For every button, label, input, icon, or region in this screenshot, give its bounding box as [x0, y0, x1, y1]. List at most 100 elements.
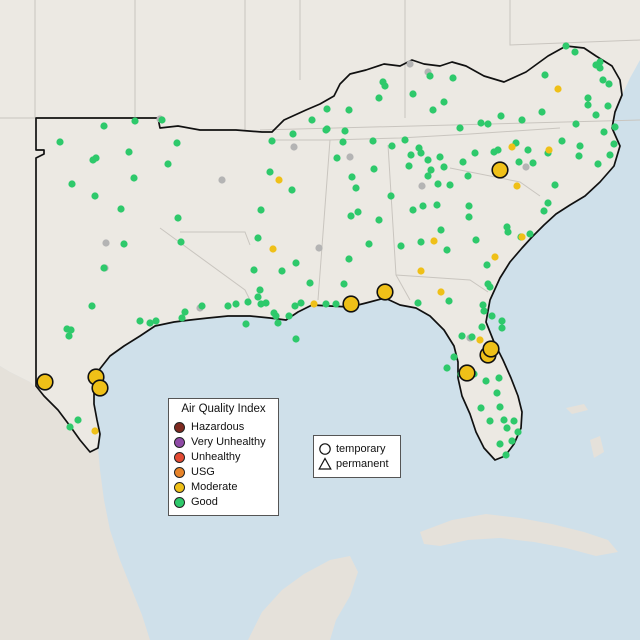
station-good-marker[interactable] — [558, 137, 566, 145]
station-no-data-marker[interactable] — [290, 143, 298, 151]
station-good-marker[interactable] — [440, 163, 448, 171]
station-good-marker[interactable] — [540, 207, 548, 215]
station-good-marker[interactable] — [254, 293, 262, 301]
station-good-marker[interactable] — [464, 172, 472, 180]
station-moderate-large-marker[interactable] — [491, 161, 509, 179]
station-good-marker[interactable] — [486, 417, 494, 425]
station-good-marker[interactable] — [436, 153, 444, 161]
station-good-marker[interactable] — [268, 137, 276, 145]
station-good-marker[interactable] — [562, 42, 570, 50]
station-good-marker[interactable] — [117, 205, 125, 213]
station-moderate-marker[interactable] — [91, 427, 99, 435]
station-good-marker[interactable] — [498, 324, 506, 332]
station-good-marker[interactable] — [401, 136, 409, 144]
station-good-marker[interactable] — [68, 180, 76, 188]
station-good-marker[interactable] — [427, 166, 435, 174]
station-good-marker[interactable] — [604, 102, 612, 110]
station-good-marker[interactable] — [480, 307, 488, 315]
station-good-marker[interactable] — [419, 202, 427, 210]
station-moderate-marker[interactable] — [275, 176, 283, 184]
station-good-marker[interactable] — [409, 90, 417, 98]
station-good-marker[interactable] — [514, 428, 522, 436]
station-no-data-marker[interactable] — [418, 182, 426, 190]
station-good-marker[interactable] — [456, 124, 464, 132]
station-good-marker[interactable] — [443, 246, 451, 254]
station-good-marker[interactable] — [484, 120, 492, 128]
station-good-marker[interactable] — [250, 266, 258, 274]
station-good-marker[interactable] — [482, 377, 490, 385]
station-good-marker[interactable] — [510, 417, 518, 425]
station-moderate-large-marker[interactable] — [458, 364, 476, 382]
station-good-marker[interactable] — [292, 335, 300, 343]
station-good-marker[interactable] — [495, 374, 503, 382]
station-good-marker[interactable] — [526, 230, 534, 238]
station-good-marker[interactable] — [254, 234, 262, 242]
station-moderate-marker[interactable] — [269, 245, 277, 253]
station-moderate-large-marker[interactable] — [482, 340, 500, 358]
station-good-marker[interactable] — [262, 299, 270, 307]
station-good-marker[interactable] — [497, 112, 505, 120]
station-moderate-marker[interactable] — [437, 288, 445, 296]
station-good-marker[interactable] — [74, 416, 82, 424]
station-good-marker[interactable] — [348, 173, 356, 181]
station-good-marker[interactable] — [131, 117, 139, 125]
station-good-marker[interactable] — [339, 138, 347, 146]
station-good-marker[interactable] — [291, 302, 299, 310]
station-good-marker[interactable] — [323, 125, 331, 133]
station-good-marker[interactable] — [388, 142, 396, 150]
station-good-marker[interactable] — [347, 212, 355, 220]
station-good-marker[interactable] — [66, 423, 74, 431]
station-good-marker[interactable] — [387, 192, 395, 200]
station-good-marker[interactable] — [242, 320, 250, 328]
station-good-marker[interactable] — [524, 146, 532, 154]
station-good-marker[interactable] — [592, 111, 600, 119]
station-good-marker[interactable] — [459, 158, 467, 166]
station-good-marker[interactable] — [340, 280, 348, 288]
station-good-marker[interactable] — [584, 94, 592, 102]
station-good-marker[interactable] — [146, 319, 154, 327]
station-good-marker[interactable] — [332, 300, 340, 308]
station-good-marker[interactable] — [518, 116, 526, 124]
station-good-marker[interactable] — [152, 317, 160, 325]
station-good-marker[interactable] — [477, 119, 485, 127]
station-good-marker[interactable] — [437, 226, 445, 234]
station-good-marker[interactable] — [611, 123, 619, 131]
station-good-marker[interactable] — [544, 199, 552, 207]
station-good-marker[interactable] — [478, 323, 486, 331]
station-good-marker[interactable] — [341, 127, 349, 135]
station-good-marker[interactable] — [594, 160, 602, 168]
station-good-marker[interactable] — [125, 148, 133, 156]
station-good-marker[interactable] — [333, 154, 341, 162]
station-good-marker[interactable] — [571, 48, 579, 56]
station-good-marker[interactable] — [91, 192, 99, 200]
station-good-marker[interactable] — [405, 162, 413, 170]
station-good-marker[interactable] — [174, 214, 182, 222]
station-good-marker[interactable] — [484, 280, 492, 288]
station-good-marker[interactable] — [274, 319, 282, 327]
station-good-marker[interactable] — [605, 80, 613, 88]
station-good-marker[interactable] — [323, 105, 331, 113]
station-good-marker[interactable] — [445, 297, 453, 305]
station-good-marker[interactable] — [468, 333, 476, 341]
station-good-marker[interactable] — [414, 299, 422, 307]
station-good-marker[interactable] — [288, 186, 296, 194]
station-good-marker[interactable] — [424, 172, 432, 180]
station-no-data-marker[interactable] — [406, 60, 414, 68]
station-good-marker[interactable] — [88, 302, 96, 310]
station-good-marker[interactable] — [272, 312, 280, 320]
station-good-marker[interactable] — [308, 116, 316, 124]
station-moderate-marker[interactable] — [476, 336, 484, 344]
station-good-marker[interactable] — [92, 154, 100, 162]
station-good-marker[interactable] — [572, 120, 580, 128]
station-good-marker[interactable] — [429, 106, 437, 114]
station-good-marker[interactable] — [306, 279, 314, 287]
station-good-marker[interactable] — [426, 72, 434, 80]
station-good-marker[interactable] — [584, 101, 592, 109]
station-good-marker[interactable] — [494, 146, 502, 154]
station-good-marker[interactable] — [465, 213, 473, 221]
station-good-marker[interactable] — [503, 424, 511, 432]
station-good-marker[interactable] — [224, 302, 232, 310]
station-good-marker[interactable] — [285, 312, 293, 320]
station-good-marker[interactable] — [354, 208, 362, 216]
station-no-data-marker[interactable] — [102, 239, 110, 247]
